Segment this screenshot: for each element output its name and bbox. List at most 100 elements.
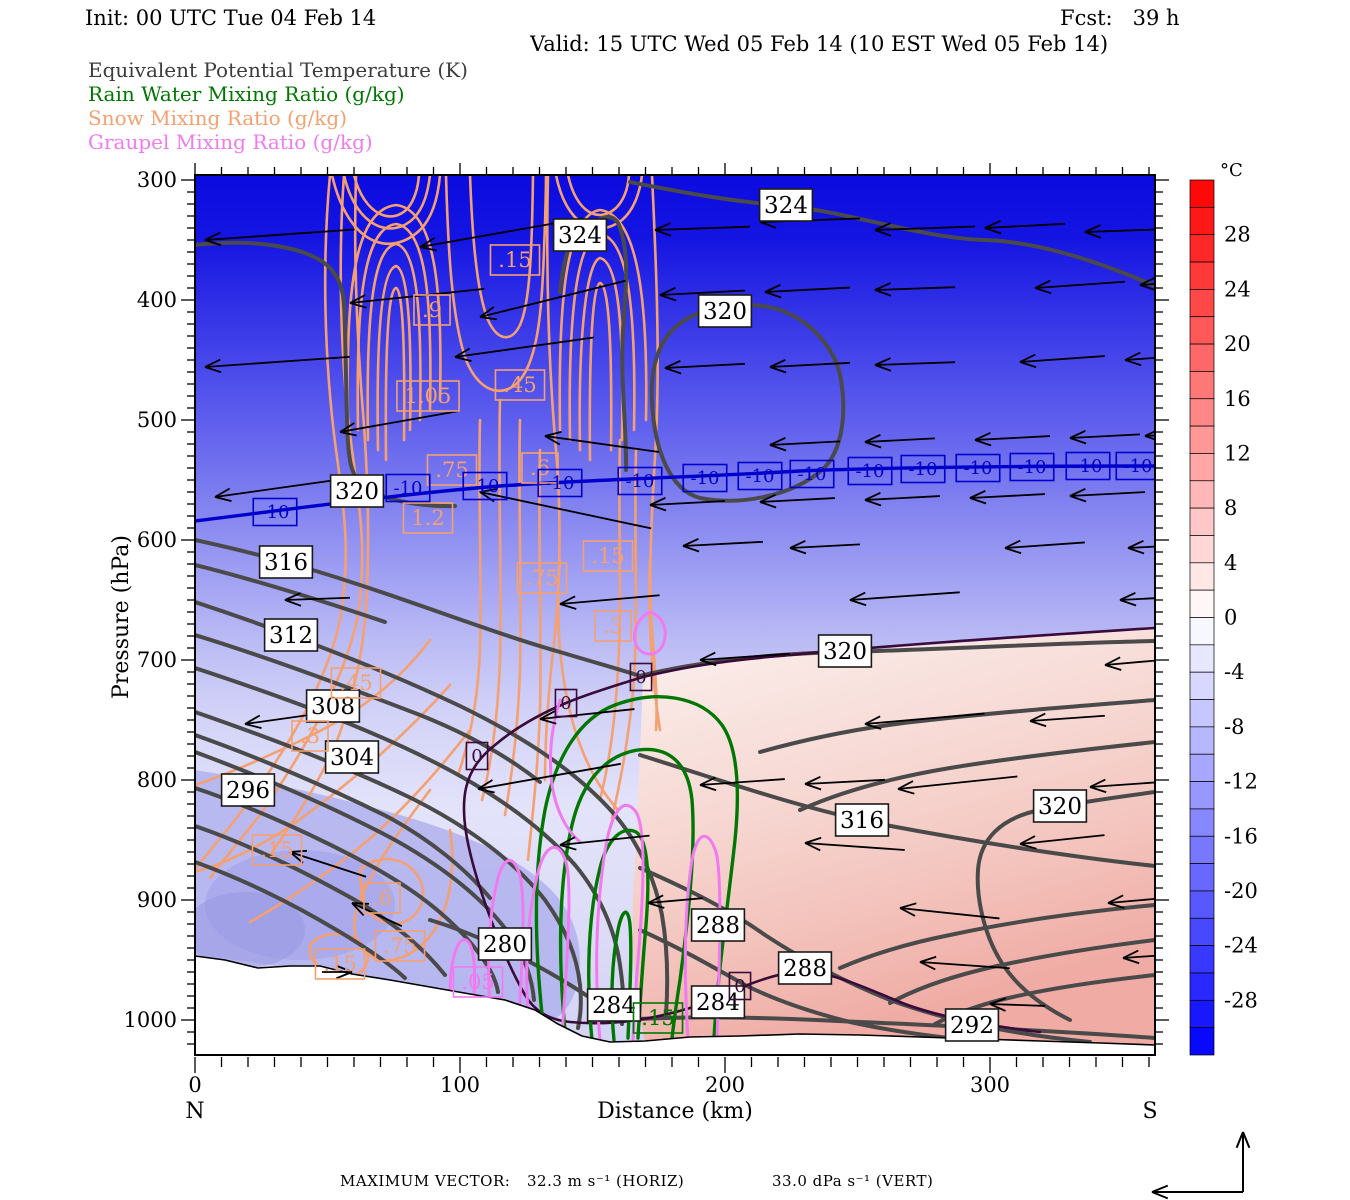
wind-arrow-head	[1069, 487, 1086, 497]
wind-arrow-shaft	[539, 708, 635, 720]
rain-label-text: .15	[641, 1006, 674, 1030]
wind-arrow-head	[864, 491, 881, 501]
wind-arrow-head	[699, 784, 717, 792]
y-tick-label: 400	[137, 288, 177, 312]
wind-arrow-shaft	[664, 362, 745, 369]
isotherm-m10-label-text: -10	[1018, 457, 1047, 478]
theta-e-contour-line	[649, 303, 846, 503]
wind-arrow-head	[974, 431, 991, 441]
graupel-label-text: .05	[461, 970, 494, 994]
wind-arrow-head	[559, 844, 577, 851]
theta-e-label-text: 284	[696, 990, 740, 1016]
theta-e-contour-label: 316	[834, 803, 890, 837]
snow-contour-label: .15	[489, 244, 541, 276]
wind-arrow-head	[544, 435, 561, 446]
wind-arrow	[659, 286, 745, 302]
isotherm-m10-label-box	[789, 459, 835, 489]
wind-arrow-head	[769, 358, 786, 368]
theta-e-contour-label: 320	[1032, 789, 1088, 823]
theta-e-label-text: 304	[330, 745, 374, 771]
isotherm-m10-label-text: -10	[691, 468, 720, 489]
snow-contour-line	[610, 448, 638, 820]
wind-arrow-head	[349, 294, 366, 304]
wind-arrow-head	[351, 902, 370, 905]
isotherm-m10-contour-label: -10	[900, 454, 946, 484]
wind-arrow-head	[1034, 279, 1051, 289]
axes: 0 100 200 300 300 400 500 600 700 800 900 1000	[124, 163, 1169, 1097]
colorbar-units-label: °C	[1220, 160, 1243, 181]
snow-label-text: .3	[300, 724, 320, 748]
colorbar-cell	[1189, 699, 1215, 728]
wind-arrow-shaft	[969, 493, 1045, 499]
isotherm-0-contour-label: 0	[554, 688, 578, 718]
snow-contours	[195, 175, 662, 978]
wind-arrow	[544, 431, 660, 453]
wind-arrow	[1004, 539, 1085, 555]
wind-arrow-shaft	[1124, 356, 1155, 361]
wind-arrow-shaft	[974, 435, 1050, 441]
wind-arrow-head	[789, 539, 806, 549]
wind-arrow-shaft	[289, 851, 367, 878]
wind-arrow	[989, 997, 1045, 1012]
wind-arrow-head	[539, 718, 557, 725]
theta-e-contour-label: 280	[477, 927, 533, 961]
isotherm-m10-contour-label: -10	[385, 473, 431, 503]
colorbar-tick-label: -24	[1224, 934, 1258, 958]
wind-arrow-head	[989, 997, 1007, 1005]
snow-label-box	[330, 667, 382, 699]
isotherm-0-label-box	[554, 688, 578, 718]
wind-arrow	[539, 708, 635, 725]
wind-arrow	[759, 493, 835, 509]
wind-arrow	[284, 592, 350, 607]
y-tick-label: 700	[137, 648, 177, 672]
snow-contour-line	[480, 398, 502, 802]
wind-arrow	[864, 712, 985, 730]
theta-e-contour-line	[638, 928, 1012, 1046]
wind-arrow-head	[874, 357, 891, 366]
theta-e-label-text: 288	[783, 956, 827, 982]
wind-arrow-head	[649, 496, 666, 506]
north-end-label: N	[185, 1099, 204, 1124]
theta-e-label-box	[586, 988, 642, 1022]
isotherm-m10-label-text: -10	[746, 466, 775, 487]
snow-contour-label: 1.2	[402, 502, 454, 534]
snow-label-box	[374, 930, 426, 962]
wind-arrow	[1104, 656, 1155, 671]
wind-arrow-head	[351, 902, 365, 917]
wind-vector-field	[204, 214, 1155, 1012]
colorbar-tick-label: -4	[1224, 660, 1244, 684]
isotherm-0-contour-label: 0	[728, 971, 752, 1001]
snow-contour-line	[330, 175, 442, 246]
colorbar-cell	[1189, 1027, 1215, 1056]
wind-arrow-head	[559, 595, 576, 605]
snow-label-box	[413, 294, 451, 326]
theta-e-label-box	[690, 985, 746, 1019]
wind-arrow-head	[1127, 547, 1145, 555]
wind-arrow	[649, 496, 725, 512]
legend-item-graupel: Graupel Mixing Ratio (g/kg)	[88, 130, 373, 154]
wind-arrow-shaft	[699, 778, 785, 786]
wind-arrow-shaft	[1127, 545, 1155, 549]
isotherm-m10-contour-label: -10	[955, 453, 1001, 483]
snow-contour-line	[366, 242, 422, 442]
colorbar-cell	[1189, 726, 1215, 755]
wind-arrow-shaft	[759, 497, 835, 503]
wind-arrow-head	[864, 499, 882, 507]
wind-arrow-shaft	[479, 279, 626, 318]
snow-label-text: .9	[422, 298, 442, 322]
valid-time-label: Valid: 15 UTC Wed 05 Feb 14 (10 EST Wed …	[530, 32, 1109, 56]
wind-arrow-head	[1069, 429, 1086, 439]
isotherm-m10-label-box	[900, 454, 946, 484]
theta-e-label-box	[1032, 789, 1088, 823]
snow-label-text: .45	[339, 671, 372, 695]
wind-arrow-head	[419, 237, 435, 248]
snow-label-text: .75	[383, 934, 416, 958]
theta-e-label-box	[477, 927, 533, 961]
colorbar-tick-label: 4	[1224, 551, 1237, 575]
wind-arrow	[849, 591, 960, 607]
wind-arrow-shaft	[897, 775, 1018, 790]
snow-label-text: .45	[503, 373, 536, 397]
isotherm-m10-contour-label: -10	[462, 471, 508, 501]
snow-contour-label: .75	[374, 930, 426, 962]
wind-arrow	[664, 359, 745, 375]
